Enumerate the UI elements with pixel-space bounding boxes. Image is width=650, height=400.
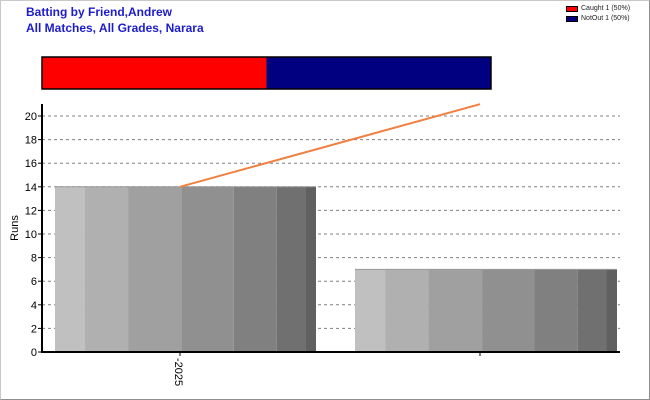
y-tick-label-12: 12 (25, 205, 37, 217)
chart-title-line1: Batting by Friend,Andrew (26, 5, 173, 19)
dismissal-segment-notout (266, 57, 491, 89)
chart-title-line2: All Matches, All Grades, Narara (26, 21, 204, 35)
bar-0-strip-0 (55, 186, 86, 352)
y-tick-label-4: 4 (31, 300, 37, 312)
bar-1-strip-6 (606, 269, 617, 352)
y-axis-label: Runs (9, 215, 21, 241)
bar-0-strip-5 (276, 186, 306, 352)
bar-0-strip-2 (128, 186, 182, 352)
y-tick-label-20: 20 (25, 111, 37, 123)
trend-line (179, 103, 481, 188)
bar-0-strip-6 (305, 186, 316, 352)
legend-label-caught: Caught 1 (50%) (581, 5, 631, 12)
legend-item-caught: Caught 1 (50%) (566, 4, 630, 14)
chart-title: Batting by Friend,Andrew All Matches, Al… (26, 4, 204, 36)
bar-1-strip-2 (428, 269, 483, 352)
legend-label-notout: NotOut 1 (50%) (581, 15, 630, 22)
y-tick-label-10: 10 (25, 229, 37, 241)
y-tick-label-6: 6 (31, 276, 37, 288)
legend-swatch-caught (566, 6, 578, 12)
bar-0-strip-3 (181, 186, 234, 352)
legend-swatch-notout (566, 16, 578, 22)
y-tick-label-18: 18 (25, 135, 37, 147)
bar-1-strip-0 (355, 269, 386, 352)
y-tick-label-2: 2 (31, 323, 37, 335)
bar-1-strip-3 (482, 269, 535, 352)
y-tick-label-0: 0 (31, 347, 37, 359)
bar-0-strip-1 (85, 186, 129, 352)
y-tick-label-16: 16 (25, 158, 37, 170)
legend: Caught 1 (50%) NotOut 1 (50%) (566, 4, 630, 24)
y-tick-label-14: 14 (25, 182, 37, 194)
bar-1-strip-4 (534, 269, 578, 352)
bar-0-strip-4 (233, 186, 277, 352)
dismissal-bar-outline (41, 56, 492, 90)
y-tick-label-8: 8 (31, 253, 37, 265)
bar-1-strip-1 (385, 269, 429, 352)
bar-1-strip-5 (577, 269, 607, 352)
legend-item-notout: NotOut 1 (50%) (566, 14, 630, 24)
x-tick-label-0: -2025 (172, 358, 184, 386)
dismissal-segment-caught (42, 57, 267, 89)
